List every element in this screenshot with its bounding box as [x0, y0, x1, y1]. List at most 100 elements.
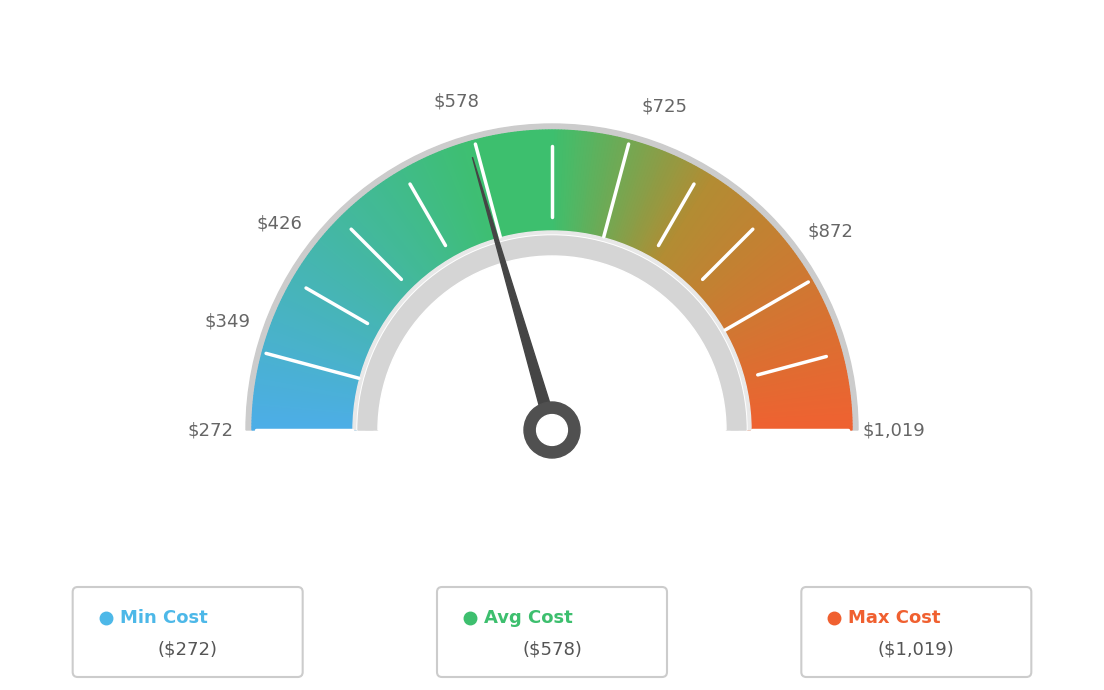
Wedge shape	[692, 222, 771, 297]
Wedge shape	[661, 182, 723, 270]
Wedge shape	[258, 368, 361, 391]
Wedge shape	[634, 157, 680, 253]
Wedge shape	[709, 251, 795, 315]
Wedge shape	[252, 414, 358, 422]
Wedge shape	[686, 211, 760, 289]
Wedge shape	[651, 172, 708, 263]
Wedge shape	[744, 377, 848, 397]
Wedge shape	[741, 355, 843, 384]
Wedge shape	[411, 164, 461, 258]
Wedge shape	[569, 131, 581, 236]
Text: $349: $349	[204, 312, 251, 331]
Wedge shape	[682, 207, 755, 286]
Wedge shape	[732, 314, 830, 356]
Wedge shape	[745, 395, 850, 410]
Wedge shape	[381, 182, 443, 270]
Wedge shape	[389, 177, 447, 266]
Wedge shape	[673, 195, 741, 279]
Wedge shape	[657, 177, 715, 266]
Wedge shape	[627, 153, 671, 251]
Text: $872: $872	[808, 223, 853, 241]
Circle shape	[537, 415, 567, 446]
Wedge shape	[747, 421, 852, 426]
Wedge shape	[256, 377, 360, 397]
Text: ($1,019): ($1,019)	[878, 640, 955, 658]
Wedge shape	[480, 138, 508, 241]
Text: ($272): ($272)	[158, 640, 217, 658]
Wedge shape	[595, 137, 620, 240]
Wedge shape	[317, 241, 401, 309]
Wedge shape	[257, 374, 360, 395]
Wedge shape	[725, 294, 820, 344]
Wedge shape	[268, 328, 369, 366]
Wedge shape	[361, 197, 429, 279]
Wedge shape	[745, 389, 850, 406]
Wedge shape	[679, 203, 751, 284]
Wedge shape	[353, 203, 425, 284]
Wedge shape	[296, 272, 386, 329]
Wedge shape	[681, 205, 753, 285]
Wedge shape	[272, 319, 371, 360]
Wedge shape	[422, 159, 469, 255]
Wedge shape	[614, 146, 650, 246]
Wedge shape	[739, 344, 840, 375]
Wedge shape	[396, 172, 453, 263]
Wedge shape	[583, 134, 602, 238]
Wedge shape	[730, 308, 827, 353]
Wedge shape	[246, 124, 858, 430]
Wedge shape	[342, 213, 417, 290]
Wedge shape	[712, 259, 800, 320]
Wedge shape	[254, 395, 359, 410]
Wedge shape	[363, 195, 431, 279]
Wedge shape	[255, 383, 360, 402]
Wedge shape	[655, 175, 713, 266]
Wedge shape	[405, 167, 458, 260]
Wedge shape	[722, 283, 815, 336]
Wedge shape	[307, 254, 394, 317]
Wedge shape	[737, 337, 838, 372]
Wedge shape	[746, 411, 851, 420]
Wedge shape	[336, 220, 413, 295]
Wedge shape	[694, 225, 773, 298]
Wedge shape	[471, 140, 501, 242]
Wedge shape	[436, 152, 478, 250]
Wedge shape	[624, 151, 666, 250]
Wedge shape	[728, 299, 824, 347]
Text: $1,019: $1,019	[862, 421, 925, 439]
Wedge shape	[267, 331, 368, 368]
Wedge shape	[502, 134, 521, 238]
Wedge shape	[438, 151, 480, 250]
Wedge shape	[629, 155, 675, 252]
Wedge shape	[622, 150, 662, 248]
Wedge shape	[572, 132, 586, 236]
Wedge shape	[413, 163, 464, 257]
Wedge shape	[329, 227, 408, 299]
Wedge shape	[445, 149, 484, 248]
Wedge shape	[286, 288, 380, 339]
Wedge shape	[643, 164, 693, 258]
Wedge shape	[450, 147, 488, 246]
Wedge shape	[253, 411, 358, 420]
Wedge shape	[523, 131, 535, 236]
Wedge shape	[266, 337, 367, 372]
Wedge shape	[447, 148, 486, 247]
Wedge shape	[282, 297, 378, 345]
Wedge shape	[733, 317, 831, 358]
Wedge shape	[704, 244, 789, 310]
FancyBboxPatch shape	[73, 587, 302, 677]
Wedge shape	[668, 189, 733, 275]
Circle shape	[524, 402, 580, 458]
Wedge shape	[407, 166, 460, 259]
Wedge shape	[700, 234, 782, 304]
Wedge shape	[533, 130, 542, 235]
Wedge shape	[730, 305, 826, 351]
Wedge shape	[424, 157, 470, 253]
Text: Min Cost: Min Cost	[119, 609, 208, 627]
Wedge shape	[275, 311, 373, 355]
Wedge shape	[560, 130, 567, 235]
Wedge shape	[378, 256, 726, 430]
Wedge shape	[578, 132, 596, 237]
Wedge shape	[606, 142, 639, 244]
Wedge shape	[252, 421, 357, 426]
Wedge shape	[649, 170, 704, 262]
